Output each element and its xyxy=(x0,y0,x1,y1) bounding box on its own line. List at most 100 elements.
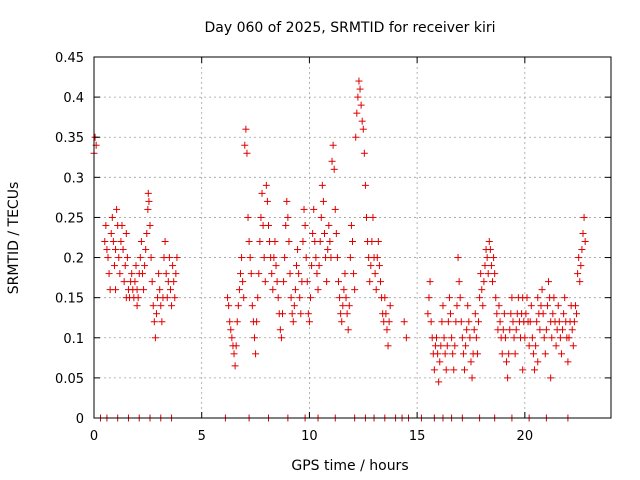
data-point xyxy=(228,334,236,342)
data-point xyxy=(462,342,470,350)
data-point xyxy=(556,334,564,342)
data-point xyxy=(440,334,448,342)
data-point xyxy=(117,238,125,246)
data-point xyxy=(342,294,350,302)
data-point xyxy=(382,310,390,318)
data-point xyxy=(525,342,533,350)
data-point xyxy=(448,334,456,342)
data-point xyxy=(324,246,332,254)
data-point xyxy=(137,238,145,246)
data-point xyxy=(140,286,148,294)
data-point xyxy=(150,318,158,326)
data-point xyxy=(172,270,180,278)
data-point xyxy=(581,238,589,246)
data-point xyxy=(487,262,495,270)
data-point xyxy=(147,254,155,262)
plot-frame xyxy=(93,56,612,419)
data-point xyxy=(318,181,326,189)
data-point xyxy=(349,238,356,246)
y-tick-label: 0.25 xyxy=(55,211,84,226)
data-point xyxy=(381,294,389,302)
data-point xyxy=(290,302,298,310)
data-point xyxy=(110,262,118,270)
data-point xyxy=(272,262,280,270)
y-tick-label: 0.4 xyxy=(63,91,84,106)
data-point xyxy=(363,213,371,221)
data-point xyxy=(569,342,577,350)
data-point xyxy=(425,294,433,302)
y-tick-label: 0.45 xyxy=(55,51,84,66)
data-point xyxy=(102,221,110,229)
data-point xyxy=(340,286,348,294)
data-point xyxy=(143,229,151,237)
data-point xyxy=(156,286,164,294)
data-point xyxy=(430,366,438,374)
data-point xyxy=(473,350,481,358)
data-point xyxy=(449,350,457,358)
data-point xyxy=(168,302,176,310)
data-point xyxy=(465,318,473,326)
data-point xyxy=(369,213,377,221)
data-point xyxy=(132,262,140,270)
data-point xyxy=(375,262,383,270)
data-point xyxy=(565,334,573,342)
data-point xyxy=(144,205,152,213)
data-point xyxy=(443,342,451,350)
y-tick-label: 0 xyxy=(76,412,84,427)
data-point xyxy=(258,189,266,197)
data-point xyxy=(495,302,503,310)
data-point xyxy=(526,318,534,326)
data-point xyxy=(149,302,157,310)
data-point xyxy=(278,310,286,318)
data-point xyxy=(503,358,511,366)
data-point xyxy=(383,326,391,334)
data-point xyxy=(554,302,562,310)
data-point xyxy=(402,334,410,342)
data-point xyxy=(286,270,294,278)
data-point xyxy=(145,197,153,205)
data-point xyxy=(484,270,492,278)
data-point xyxy=(327,254,335,262)
data-point xyxy=(284,213,292,221)
data-point xyxy=(486,246,494,254)
data-point xyxy=(519,366,527,374)
data-point xyxy=(437,342,445,350)
data-point xyxy=(578,246,586,254)
data-point xyxy=(501,334,509,342)
data-point xyxy=(475,318,483,326)
axis-ticks xyxy=(93,56,611,419)
data-point xyxy=(253,318,261,326)
data-point xyxy=(122,294,130,302)
data-point xyxy=(305,318,313,326)
data-point xyxy=(552,342,560,350)
data-point xyxy=(560,310,568,318)
data-point xyxy=(354,93,362,101)
data-point xyxy=(292,262,300,270)
data-point xyxy=(245,238,253,246)
data-point xyxy=(377,278,385,286)
data-point xyxy=(165,254,173,262)
data-points xyxy=(90,77,589,422)
data-point xyxy=(576,278,584,286)
data-point xyxy=(323,278,331,286)
data-point xyxy=(512,326,520,334)
data-point xyxy=(261,278,269,286)
data-point xyxy=(123,254,131,262)
data-point xyxy=(470,326,478,334)
data-point xyxy=(333,254,341,262)
y-axis-title: SRMTID / TECUs xyxy=(6,182,22,295)
data-point xyxy=(368,238,376,246)
data-point xyxy=(243,149,251,157)
data-point xyxy=(326,238,334,246)
data-point xyxy=(252,350,260,358)
data-point xyxy=(427,318,435,326)
data-point xyxy=(542,326,550,334)
data-point xyxy=(338,318,346,326)
y-tick-label: 0.2 xyxy=(63,252,84,267)
data-point xyxy=(118,221,126,229)
data-point xyxy=(347,221,355,229)
data-point xyxy=(355,77,363,85)
data-point xyxy=(225,302,233,310)
data-point xyxy=(545,278,553,286)
data-point xyxy=(580,213,588,221)
